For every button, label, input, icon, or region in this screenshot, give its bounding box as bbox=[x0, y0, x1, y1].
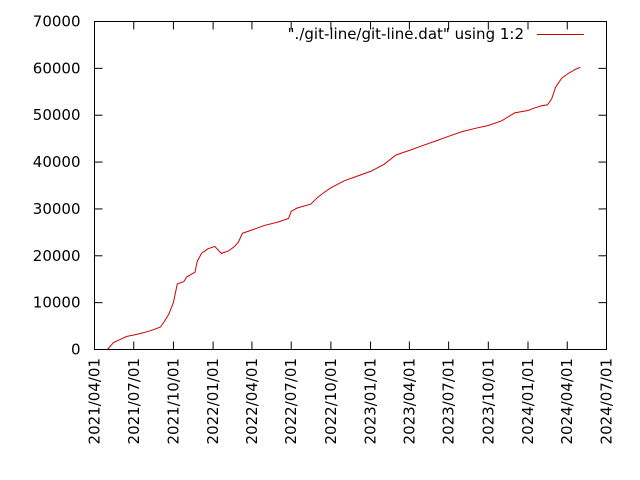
x-tick-label: 2023/10/01 bbox=[479, 358, 497, 444]
x-tick-label: 2021/07/01 bbox=[125, 358, 143, 444]
y-tick-label: 30000 bbox=[33, 200, 81, 218]
x-axis: 2021/04/01 2021/07/01 2021/10/01 2022/01/01… bbox=[86, 21, 616, 444]
y-axis: 0 10000 20000 30000 40000 50000 60000 70000 bbox=[33, 13, 607, 359]
y-tick-label: 40000 bbox=[33, 153, 81, 171]
x-tick-label: 2022/01/01 bbox=[204, 358, 222, 444]
x-tick-label: 2021/04/01 bbox=[86, 358, 104, 444]
x-tick-label: 2022/04/01 bbox=[243, 358, 261, 444]
legend-label: "./git-line/git-line.dat" using 1:2 bbox=[288, 25, 524, 43]
x-tick-label: 2022/10/01 bbox=[322, 358, 340, 444]
x-tick-label: 2023/04/01 bbox=[400, 358, 418, 444]
plot-frame bbox=[94, 21, 607, 350]
x-tick-label: 2024/07/01 bbox=[598, 358, 616, 444]
x-tick-label: 2022/07/01 bbox=[282, 358, 300, 444]
y-tick-label: 70000 bbox=[33, 13, 81, 31]
y-tick-label: 20000 bbox=[33, 247, 81, 265]
x-tick-label: 2021/10/01 bbox=[164, 358, 182, 444]
y-tick-label: 0 bbox=[71, 341, 81, 359]
x-tick-label: 2024/01/01 bbox=[519, 358, 537, 444]
y-tick-label: 60000 bbox=[33, 59, 81, 77]
x-tick-label: 2023/01/01 bbox=[362, 358, 380, 444]
y-tick-label: 50000 bbox=[33, 106, 81, 124]
x-tick-label: 2023/07/01 bbox=[440, 358, 458, 444]
series-line bbox=[107, 66, 581, 350]
legend: "./git-line/git-line.dat" using 1:2 bbox=[288, 25, 584, 43]
x-tick-label: 2024/04/01 bbox=[558, 358, 576, 444]
y-tick-label: 10000 bbox=[33, 294, 81, 312]
